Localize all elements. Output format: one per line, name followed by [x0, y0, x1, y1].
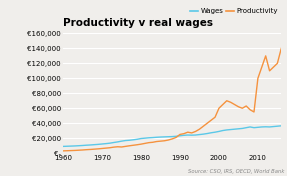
Productivity [120, 146, 123, 148]
Text: Productivity v real wages: Productivity v real wages [63, 18, 213, 28]
Wages [213, 131, 217, 133]
Wages [120, 140, 123, 142]
Wages [73, 145, 77, 147]
Productivity [69, 150, 73, 152]
Wages [61, 145, 65, 147]
Wages [69, 145, 73, 147]
Productivity [155, 140, 158, 143]
Line: Wages: Wages [63, 126, 281, 146]
Wages [155, 136, 158, 138]
Productivity [210, 119, 213, 121]
Legend: Wages, Productivity: Wages, Productivity [187, 5, 281, 17]
Productivity [73, 149, 77, 152]
Line: Productivity: Productivity [63, 48, 281, 151]
Text: Source: CSO, IRS, OECD, World Bank: Source: CSO, IRS, OECD, World Bank [188, 169, 284, 174]
Wages [280, 125, 283, 127]
Wages [210, 132, 213, 134]
Productivity [213, 116, 217, 118]
Productivity [61, 150, 65, 152]
Productivity [280, 47, 283, 49]
